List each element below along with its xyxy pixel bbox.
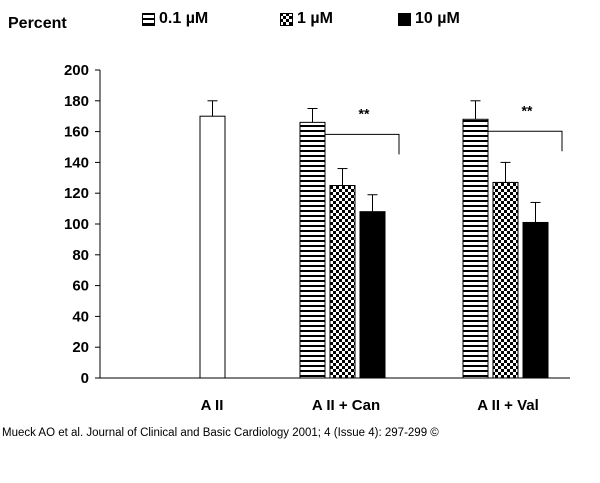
legend-label: 10 µM [415, 10, 460, 27]
x-tick-label: A II [201, 397, 224, 414]
bar [462, 118, 489, 379]
y-tick-label: 60 [72, 278, 89, 295]
legend: 0.1 µM 1 µM 10 µM [0, 10, 600, 30]
significance-annotations: ** ** [325, 102, 563, 155]
legend-label: 0.1 µM [159, 10, 209, 27]
x-tick-label: A II + Can [312, 397, 380, 414]
y-tick-label: 160 [64, 124, 89, 141]
bar [329, 185, 356, 379]
y-tick-label: 80 [72, 247, 89, 264]
legend-label: 1 µM [297, 10, 333, 27]
y-axis-label: Percent [8, 15, 67, 32]
legend-item-1uM: 1 µM [280, 10, 333, 28]
y-tick-label: 20 [72, 339, 89, 356]
x-tick-labels: A II A II + Can A II + Val [201, 397, 539, 414]
y-tick-label: 120 [64, 185, 89, 202]
legend-swatch-stripes [142, 12, 155, 26]
legend-swatch-solid [398, 12, 411, 26]
y-tick-label: 140 [64, 154, 89, 171]
legend-item-0.1uM: 0.1 µM [142, 10, 208, 28]
y-tick-label: 0 [81, 370, 89, 387]
source-citation: Mueck AO et al. Journal of Clinical and … [2, 427, 439, 439]
bars [199, 100, 549, 379]
bar [522, 221, 549, 379]
legend-swatch-checker [280, 12, 293, 26]
bar [359, 211, 386, 379]
legend-item-10uM: 10 µM [398, 10, 460, 28]
significance-bracket [488, 130, 563, 152]
significance-bracket [325, 133, 400, 155]
y-tick-label: 40 [72, 308, 89, 325]
bar [492, 181, 519, 379]
y-tick-label: 200 [64, 62, 89, 79]
y-tick-label: 100 [64, 216, 89, 233]
x-tick-label: A II + Val [477, 397, 539, 414]
significance-label: ** [359, 105, 370, 121]
bar [199, 115, 226, 379]
y-tick-label: 180 [64, 93, 89, 110]
significance-label: ** [522, 102, 533, 118]
bar [299, 121, 326, 379]
axes: 0 20 40 60 80 100 120 140 160 180 200 [64, 62, 570, 387]
